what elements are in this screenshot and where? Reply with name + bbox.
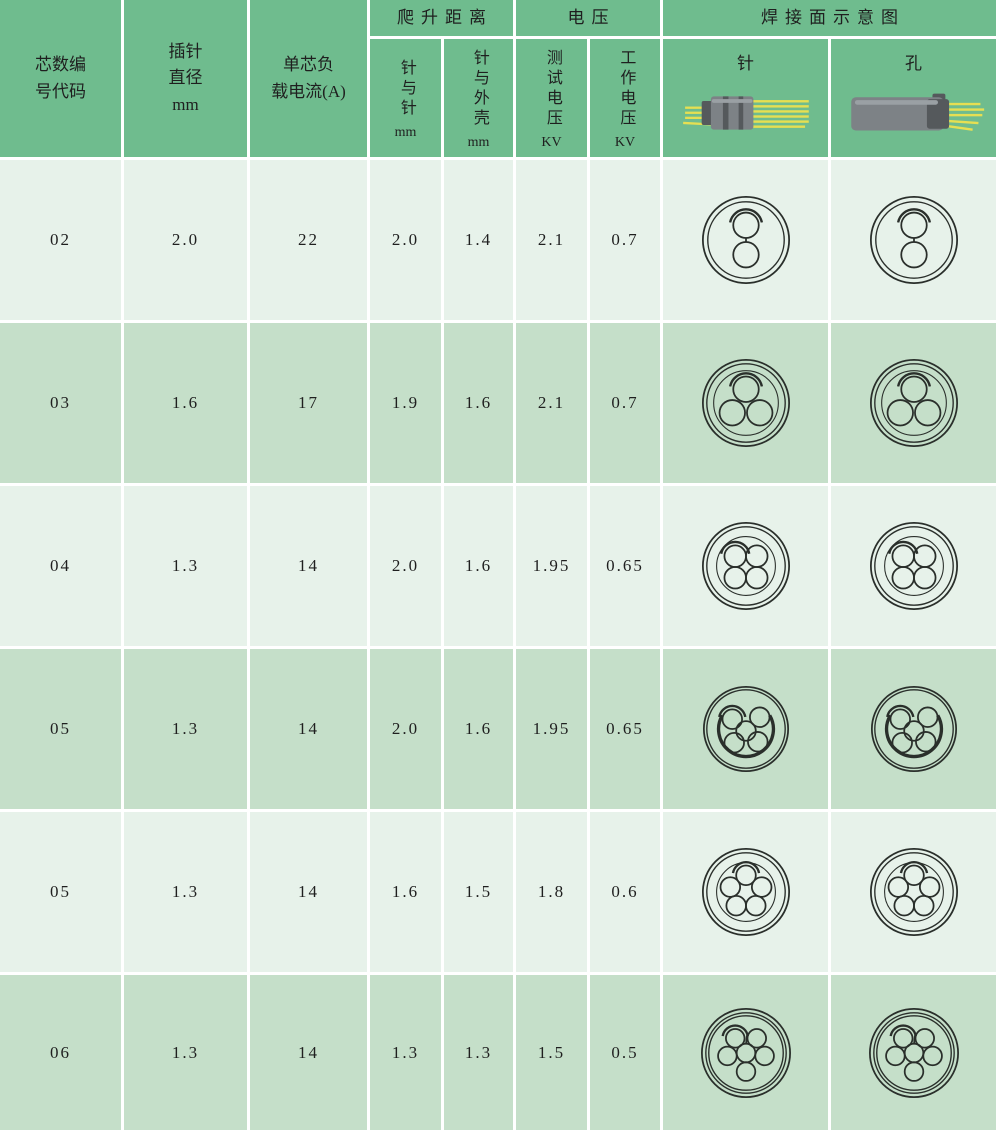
header-hole-face-label: 孔 (905, 54, 922, 73)
header-test-voltage: 测试电压 KV (516, 39, 587, 157)
connector-face-diagram (701, 195, 790, 285)
hole-face-diagram-cell (831, 160, 996, 320)
connector-face-diagram (701, 521, 790, 611)
cell-pin-to-pin: 2.0 (370, 649, 441, 809)
header-pin-to-shell-label: 针与外壳 (470, 48, 488, 129)
cell-pin-diameter: 1.6 (124, 323, 247, 483)
cell-pin-to-shell: 1.6 (444, 486, 513, 646)
cell-load-current: 14 (250, 649, 367, 809)
cell-load-current: 14 (250, 975, 367, 1130)
cell-pin-to-shell: 1.3 (444, 975, 513, 1130)
connector-face-diagram (701, 358, 790, 448)
header-pin-to-pin: 针与针 mm (370, 39, 441, 157)
cell-pin-diameter: 1.3 (124, 649, 247, 809)
header-pin-to-shell-unit: mm (467, 134, 490, 150)
cell-core-code: 03 (0, 323, 121, 483)
cell-load-current: 17 (250, 323, 367, 483)
header-test-voltage-unit: KV (541, 134, 562, 150)
hole-face-diagram-cell (831, 323, 996, 483)
header-pin-face: 针 (663, 39, 828, 157)
socket-connector-photo-icon (850, 93, 984, 132)
cell-pin-diameter: 1.3 (124, 975, 247, 1130)
cell-test-voltage: 1.5 (516, 975, 587, 1130)
header-pin-to-shell: 针与外壳 mm (444, 39, 513, 157)
cell-working-voltage: 0.7 (590, 323, 660, 483)
cell-pin-to-shell: 1.5 (444, 812, 513, 972)
header-group-voltage: 电压 (516, 0, 660, 36)
pin-face-diagram-cell (663, 160, 828, 320)
connector-face-diagram (869, 195, 958, 285)
cell-test-voltage: 1.8 (516, 812, 587, 972)
cell-load-current: 14 (250, 812, 367, 972)
header-group-solder-face: 焊接面示意图 (663, 0, 996, 36)
cell-working-voltage: 0.65 (590, 649, 660, 809)
cell-working-voltage: 0.65 (590, 486, 660, 646)
header-test-voltage-label: 测试电压 (543, 48, 561, 129)
header-working-voltage-label: 工作电压 (617, 48, 635, 129)
connector-face-diagram (700, 1007, 791, 1098)
connector-face-diagram (701, 847, 790, 937)
header-group-creepage: 爬升距离 (370, 0, 513, 36)
cell-pin-to-pin: 1.6 (370, 812, 441, 972)
cell-pin-to-pin: 1.3 (370, 975, 441, 1130)
hole-face-diagram-cell (831, 975, 996, 1130)
connector-face-diagram (869, 358, 958, 448)
pin-face-diagram-cell (663, 812, 828, 972)
cell-test-voltage: 2.1 (516, 323, 587, 483)
pin-connector-photo-icon (682, 96, 809, 130)
header-pin-to-pin-unit: mm (394, 124, 417, 140)
pin-face-diagram-cell (663, 649, 828, 809)
header-pin-face-label: 针 (737, 54, 754, 73)
cell-test-voltage: 1.95 (516, 486, 587, 646)
cell-working-voltage: 0.7 (590, 160, 660, 320)
cell-core-code: 05 (0, 812, 121, 972)
header-working-voltage: 工作电压 KV (590, 39, 660, 157)
cell-pin-diameter: 1.3 (124, 486, 247, 646)
header-hole-face: 孔 (831, 39, 996, 157)
cell-pin-to-shell: 1.6 (444, 323, 513, 483)
cell-pin-to-shell: 1.4 (444, 160, 513, 320)
cell-pin-to-pin: 1.9 (370, 323, 441, 483)
cell-core-code: 04 (0, 486, 121, 646)
pin-face-diagram-cell (663, 323, 828, 483)
cell-core-code: 06 (0, 975, 121, 1130)
header-core-code: 芯数编 号代码 (0, 0, 121, 157)
cell-load-current: 22 (250, 160, 367, 320)
pin-face-diagram-cell (663, 975, 828, 1130)
cell-core-code: 05 (0, 649, 121, 809)
header-pin-to-pin-label: 针与针 (397, 58, 415, 119)
cell-working-voltage: 0.6 (590, 812, 660, 972)
connector-face-diagram (869, 847, 958, 937)
cell-core-code: 02 (0, 160, 121, 320)
cell-pin-diameter: 1.3 (124, 812, 247, 972)
pin-face-diagram-cell (663, 486, 828, 646)
header-pin-diameter: 插针 直径 mm (124, 0, 247, 157)
cell-pin-to-pin: 2.0 (370, 486, 441, 646)
connector-face-diagram (868, 1007, 959, 1098)
hole-face-diagram-cell (831, 812, 996, 972)
connector-face-diagram (870, 685, 957, 773)
cell-load-current: 14 (250, 486, 367, 646)
cell-pin-to-shell: 1.6 (444, 649, 513, 809)
hole-face-diagram-cell (831, 486, 996, 646)
header-working-voltage-unit: KV (614, 134, 636, 150)
cell-working-voltage: 0.5 (590, 975, 660, 1130)
cell-test-voltage: 1.95 (516, 649, 587, 809)
cell-pin-diameter: 2.0 (124, 160, 247, 320)
header-load-current: 单芯负 载电流(A) (250, 0, 367, 157)
connector-face-diagram (702, 685, 789, 773)
connector-face-diagram (869, 521, 958, 611)
cell-pin-to-pin: 2.0 (370, 160, 441, 320)
cell-test-voltage: 2.1 (516, 160, 587, 320)
hole-face-diagram-cell (831, 649, 996, 809)
